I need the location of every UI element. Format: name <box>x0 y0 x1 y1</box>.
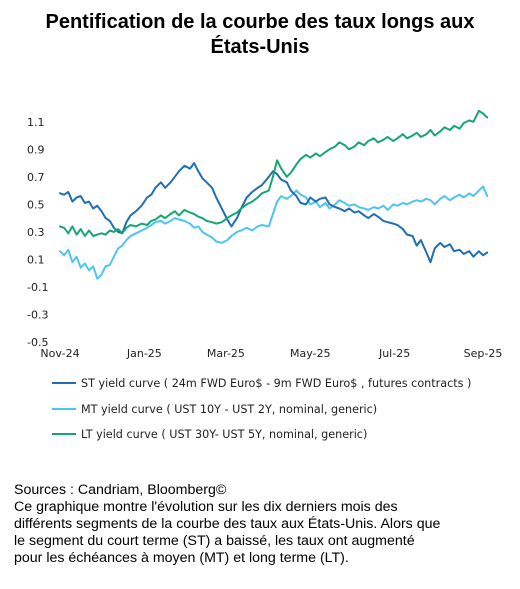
caption-line-3: le segment du court terme (ST) a baissé,… <box>14 533 415 549</box>
x-tick-label: Sep-25 <box>464 347 503 360</box>
x-tick-label: Jul-25 <box>378 347 410 360</box>
legend: ST yield curve ( 24m FWD Euro$ - 9m FWD … <box>52 377 471 441</box>
title-line-2: États-Unis <box>210 36 310 58</box>
y-tick-label: 0.9 <box>27 143 45 156</box>
y-tick-label: 1.1 <box>27 116 45 129</box>
title-line-1: Pentification de la courbe des taux long… <box>45 11 475 33</box>
y-tick-label: -0.5 <box>27 336 48 349</box>
series-lines <box>59 109 489 280</box>
y-tick-label: 0.5 <box>27 198 45 211</box>
y-tick-label: 0.7 <box>27 171 45 184</box>
chart-footer: Sources : Candriam, Bloomberg© Ce graphi… <box>14 482 514 567</box>
x-tick-label: Jan-25 <box>126 347 162 360</box>
x-axis: Nov-24 Jan-25 Mar-25 May-25 Jul-25 Sep-25 <box>40 347 502 360</box>
lt-series-line <box>59 109 489 237</box>
sources-text: Sources : Candriam, Bloomberg© <box>14 482 227 498</box>
y-tick-label: -0.3 <box>27 308 48 321</box>
mt-series-line <box>59 185 489 280</box>
caption-line-2: différents segments de la courbe des tau… <box>14 516 441 532</box>
legend-label-mt: MT yield curve ( UST 10Y - UST 2Y, nomin… <box>81 403 377 416</box>
chart-title: Pentification de la courbe des taux long… <box>0 10 520 60</box>
caption-line-4: pour les échéances à moyen (MT) et long … <box>14 550 349 566</box>
y-tick-label: 0.1 <box>27 253 45 266</box>
y-axis: 1.1 0.9 0.7 0.5 0.3 0.1 -0.1 -0.3 -0.5 <box>27 116 48 349</box>
yield-curve-chart: 1.1 0.9 0.7 0.5 0.3 0.1 -0.1 -0.3 -0.5 Nov-24 Jan… <box>27 109 502 441</box>
x-tick-label: Mar-25 <box>207 347 245 360</box>
x-tick-label: Nov-24 <box>40 347 79 360</box>
caption-line-1: Ce graphique montre l'évolution sur les … <box>14 499 398 515</box>
legend-label-lt: LT yield curve ( UST 30Y- UST 5Y, nomina… <box>81 428 367 441</box>
y-tick-label: -0.1 <box>27 281 48 294</box>
legend-label-st: ST yield curve ( 24m FWD Euro$ - 9m FWD … <box>81 377 471 390</box>
x-tick-label: May-25 <box>290 347 331 360</box>
y-tick-label: 0.3 <box>27 226 45 239</box>
